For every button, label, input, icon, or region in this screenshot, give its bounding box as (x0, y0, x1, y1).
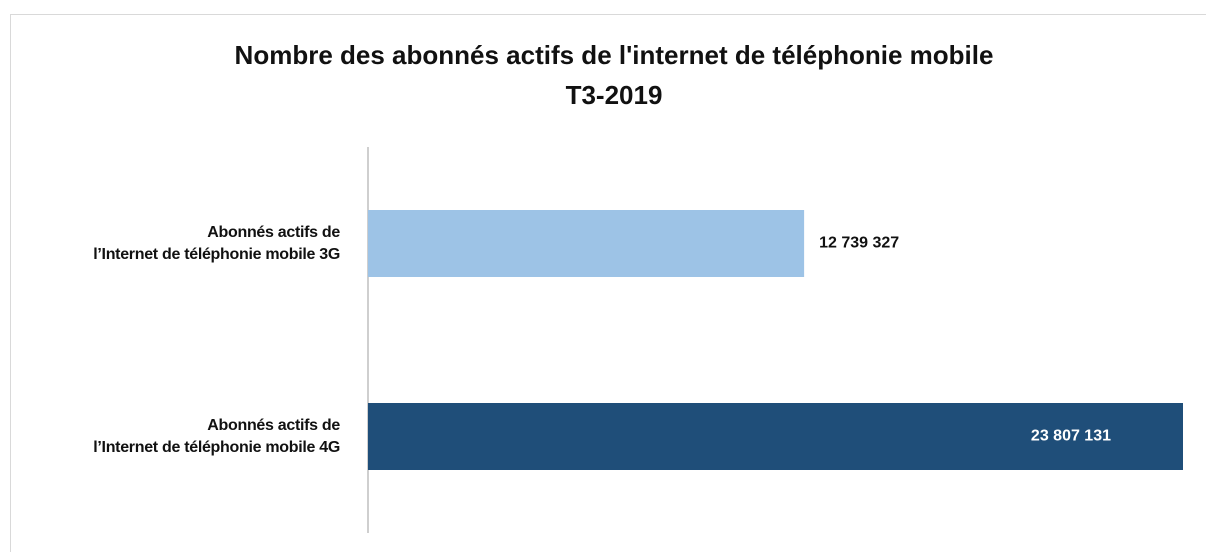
chart-frame (10, 14, 1206, 552)
value-label: 23 807 131 (1031, 428, 1111, 445)
bar (368, 403, 1183, 470)
chart-subtitle: T3-2019 (566, 80, 663, 110)
bar (368, 210, 805, 277)
value-label: 12 739 327 (819, 235, 899, 252)
category-label: Abonnés actifs de l’Internet de téléphon… (93, 223, 340, 263)
category-label: Abonnés actifs de l’Internet de téléphon… (93, 416, 340, 456)
chart-title: Nombre des abonnés actifs de l'internet … (235, 40, 994, 70)
